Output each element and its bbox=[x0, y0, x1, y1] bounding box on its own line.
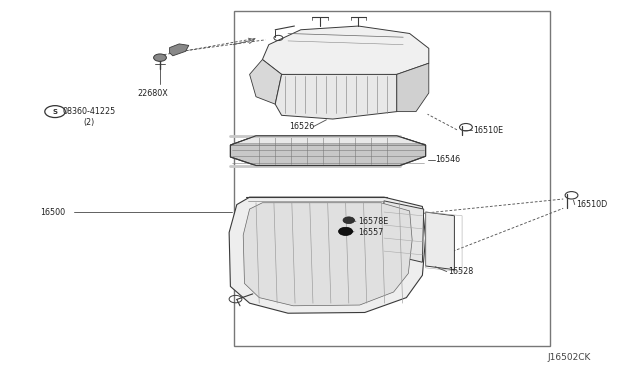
Circle shape bbox=[339, 227, 353, 235]
Polygon shape bbox=[250, 60, 282, 104]
Text: J16502CK: J16502CK bbox=[547, 353, 591, 362]
Polygon shape bbox=[397, 63, 429, 112]
Polygon shape bbox=[230, 136, 426, 145]
Text: 16557: 16557 bbox=[358, 228, 384, 237]
Bar bbox=[234, 11, 550, 346]
Text: 16500: 16500 bbox=[40, 208, 65, 217]
Polygon shape bbox=[170, 44, 189, 56]
Text: 16526: 16526 bbox=[290, 122, 315, 131]
Circle shape bbox=[154, 54, 166, 61]
Text: 16528: 16528 bbox=[448, 267, 473, 276]
Text: 16578E: 16578E bbox=[358, 217, 388, 226]
Text: 16546: 16546 bbox=[435, 155, 460, 164]
Polygon shape bbox=[262, 26, 429, 78]
Polygon shape bbox=[229, 197, 426, 313]
Polygon shape bbox=[230, 136, 426, 166]
Circle shape bbox=[343, 217, 355, 224]
Text: 22680X: 22680X bbox=[138, 89, 168, 98]
Polygon shape bbox=[426, 212, 454, 270]
Polygon shape bbox=[243, 203, 412, 306]
Polygon shape bbox=[275, 74, 397, 119]
Text: (2): (2) bbox=[83, 118, 95, 127]
Text: S: S bbox=[52, 109, 58, 115]
Text: 08360-41225: 08360-41225 bbox=[63, 107, 116, 116]
Polygon shape bbox=[383, 201, 424, 262]
Text: 16510E: 16510E bbox=[474, 126, 504, 135]
Text: 16510D: 16510D bbox=[576, 200, 607, 209]
